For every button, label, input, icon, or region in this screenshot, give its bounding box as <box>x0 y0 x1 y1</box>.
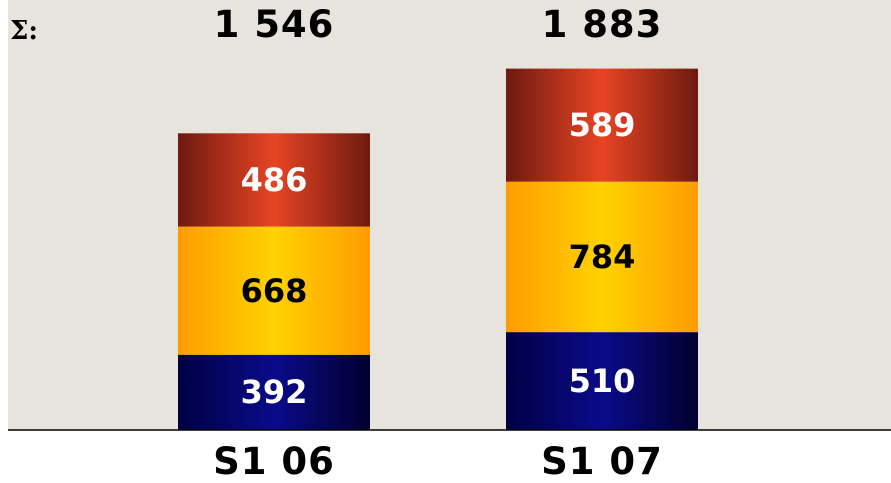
bar-value-label: 486 <box>240 160 308 199</box>
plot-background <box>8 0 891 430</box>
bar-total-label: 1 546 <box>213 3 335 46</box>
bar-segment-1-1 <box>506 181 698 333</box>
bar-segment-0-1 <box>506 332 698 430</box>
bar-value-label: 784 <box>568 237 636 276</box>
bar-segment-2-0 <box>178 133 370 227</box>
bar-segment-1-0 <box>178 226 370 355</box>
bar-value-label: 392 <box>240 373 308 412</box>
bar-value-label: 589 <box>568 106 636 145</box>
category-tick-label: S1 06 <box>213 440 335 483</box>
bar-total-label: 1 883 <box>541 3 663 46</box>
bar-segment-0-0 <box>178 354 370 430</box>
bar-value-label: 668 <box>240 271 308 310</box>
category-tick-label: S1 07 <box>541 440 663 483</box>
bar-segment-2-1 <box>506 68 698 182</box>
bar-value-label: 510 <box>568 362 636 401</box>
total-prefix-label: Σ: <box>10 16 38 46</box>
